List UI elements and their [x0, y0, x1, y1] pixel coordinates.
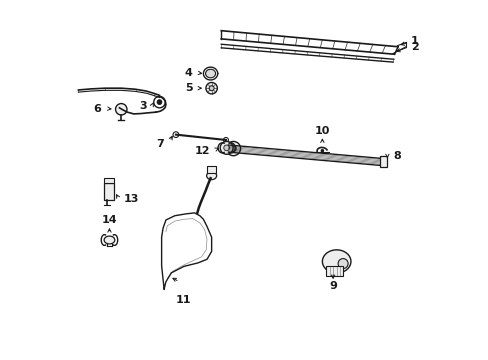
Text: 1: 1 [410, 36, 418, 46]
Circle shape [230, 146, 236, 152]
Text: 11: 11 [176, 295, 191, 305]
Bar [325, 266, 343, 276]
Text: 14: 14 [102, 215, 117, 225]
Ellipse shape [322, 250, 350, 273]
Circle shape [157, 100, 162, 105]
Text: 8: 8 [392, 151, 400, 161]
Text: 5: 5 [184, 83, 192, 93]
Bar [206, 166, 216, 173]
Circle shape [209, 86, 214, 91]
Ellipse shape [104, 236, 115, 244]
Ellipse shape [206, 172, 216, 180]
Circle shape [337, 258, 347, 269]
Text: 10: 10 [314, 126, 329, 136]
Text: 4: 4 [184, 68, 192, 78]
Bar [380, 156, 386, 167]
Ellipse shape [205, 69, 215, 78]
Circle shape [224, 145, 229, 151]
Circle shape [320, 149, 324, 153]
Bar [103, 183, 114, 201]
Text: 13: 13 [123, 194, 139, 203]
Text: 6: 6 [94, 104, 102, 113]
Circle shape [220, 141, 233, 154]
Text: 7: 7 [157, 139, 164, 149]
Text: 9: 9 [328, 282, 336, 292]
Text: 12: 12 [194, 146, 209, 156]
Text: 2: 2 [410, 42, 418, 52]
Circle shape [226, 141, 240, 156]
Circle shape [115, 104, 127, 115]
Bar [104, 178, 114, 183]
Circle shape [205, 82, 217, 94]
Text: 3: 3 [140, 102, 147, 111]
